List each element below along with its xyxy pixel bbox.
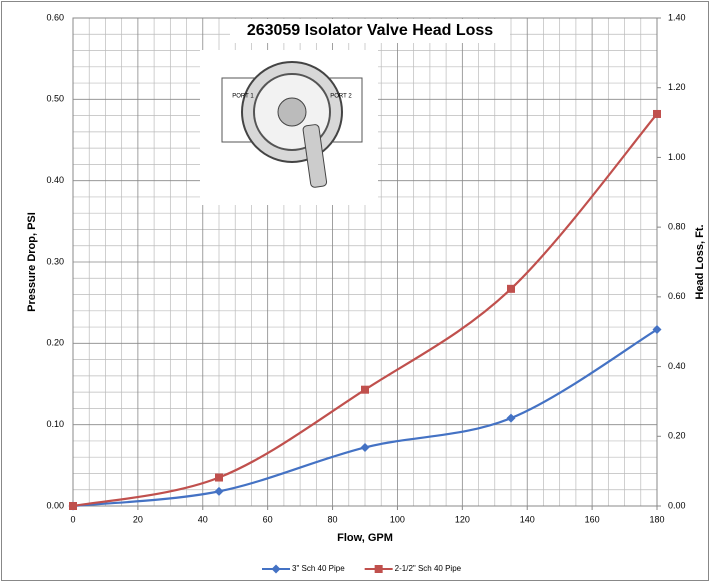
x-tick-label: 80 — [328, 514, 338, 524]
y2-tick-label: 0.60 — [668, 291, 686, 301]
chart-title: 263059 Isolator Valve Head Loss — [247, 22, 493, 39]
x-tick-label: 60 — [263, 514, 273, 524]
x-tick-label: 40 — [198, 514, 208, 524]
y2-tick-label: 0.00 — [668, 500, 686, 510]
x-tick-label: 120 — [455, 514, 470, 524]
y-tick-label: 0.00 — [46, 500, 64, 510]
x-tick-label: 0 — [70, 514, 75, 524]
y-tick-label: 0.30 — [46, 256, 64, 266]
y2-tick-label: 1.00 — [668, 152, 686, 162]
legend-label: 2-1/2" Sch 40 Pipe — [395, 564, 462, 573]
x-tick-label: 140 — [520, 514, 535, 524]
x-tick-label: 180 — [649, 514, 664, 524]
y2-tick-label: 0.40 — [668, 361, 686, 371]
marker — [653, 110, 661, 118]
y2-tick-label: 1.40 — [668, 12, 686, 22]
port-label: PORT 2 — [330, 94, 352, 100]
y2-tick-label: 0.20 — [668, 431, 686, 441]
marker — [375, 565, 383, 573]
y-tick-label: 0.60 — [46, 12, 64, 22]
valve-hub — [278, 98, 306, 126]
x-tick-label: 100 — [390, 514, 405, 524]
port-label: PORT 1 — [232, 94, 254, 100]
x-tick-label: 160 — [585, 514, 600, 524]
marker — [507, 285, 515, 293]
marker — [361, 386, 369, 394]
y-axis-label: Pressure Drop, PSI — [26, 212, 38, 312]
chart: PORT 1 PORT 2 263059 Isolator Valve Head… — [0, 0, 711, 583]
marker — [69, 502, 77, 510]
y-tick-label: 0.10 — [46, 419, 64, 429]
y2-axis-label: Head Loss, Ft. — [694, 224, 706, 299]
y2-tick-label: 0.80 — [668, 222, 686, 232]
y-tick-label: 0.20 — [46, 338, 64, 348]
y2-tick-label: 1.20 — [668, 82, 686, 92]
x-axis-label: Flow, GPM — [337, 532, 393, 544]
y-tick-label: 0.50 — [46, 94, 64, 104]
legend-label: 3" Sch 40 Pipe — [292, 564, 345, 573]
marker — [215, 474, 223, 482]
valve-image: PORT 1 PORT 2 — [200, 50, 378, 205]
y-tick-label: 0.40 — [46, 175, 64, 185]
x-tick-label: 20 — [133, 514, 143, 524]
